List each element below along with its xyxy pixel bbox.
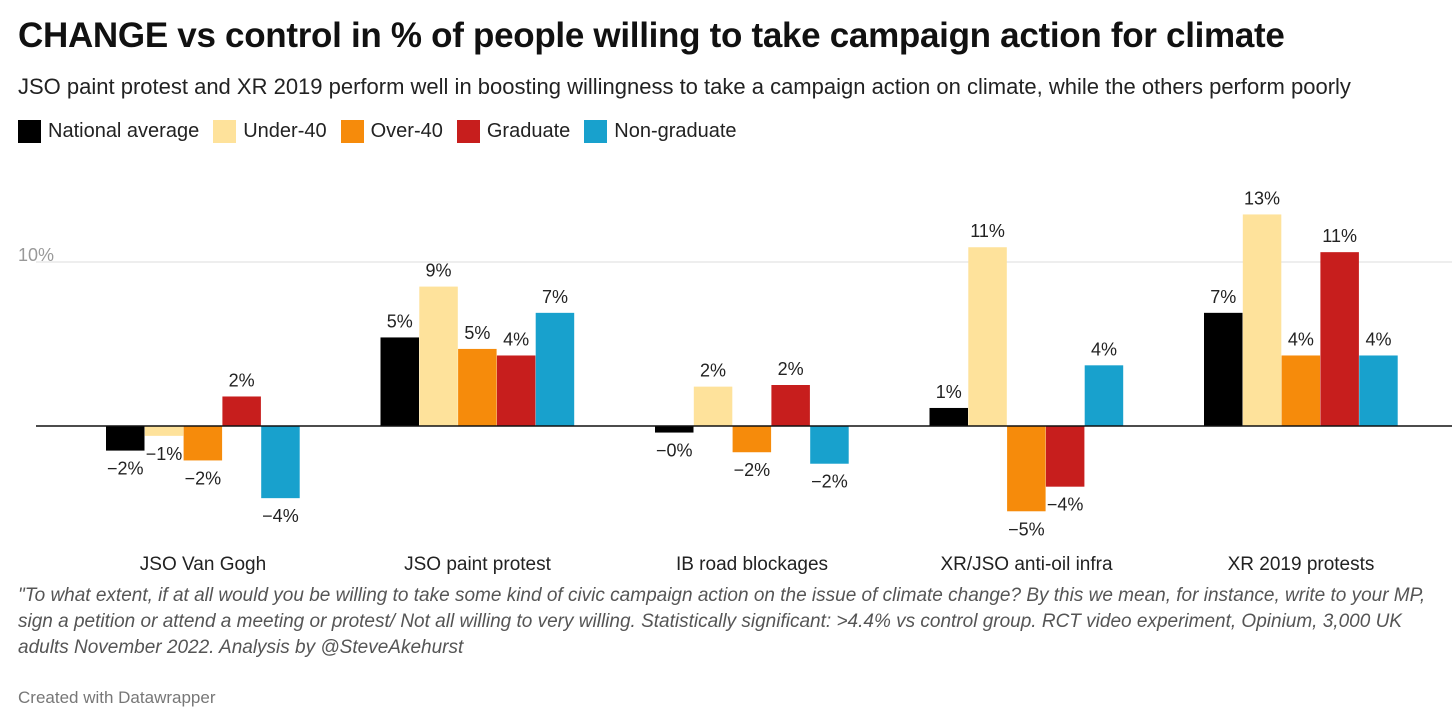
- legend-swatch: [456, 120, 480, 143]
- y-tick-label: 10%: [18, 245, 54, 265]
- legend-label: National average: [48, 120, 200, 142]
- data-label: −2%: [107, 459, 144, 479]
- bar: [535, 312, 575, 426]
- legend-swatch: [584, 120, 608, 143]
- bar: [1084, 365, 1124, 426]
- bar: [183, 426, 223, 461]
- bar: [655, 426, 694, 433]
- bar: [1204, 312, 1243, 426]
- data-label: 4%: [1288, 329, 1314, 349]
- bar: [1045, 426, 1085, 487]
- bar: [1359, 355, 1398, 426]
- bar: [496, 355, 536, 426]
- category-label: XR/JSO anti-oil infra: [940, 554, 1113, 575]
- bar: [929, 407, 968, 426]
- data-label: 1%: [936, 382, 962, 402]
- bar: [380, 337, 419, 426]
- legend-label: Over-40: [370, 120, 443, 142]
- data-label: 5%: [464, 323, 490, 343]
- data-label: −0%: [656, 441, 693, 461]
- data-label: −2%: [185, 468, 222, 488]
- legend: National average Under-40 Over-40 Graduate N…: [18, 120, 751, 143]
- bar: [732, 426, 772, 453]
- data-label: −4%: [262, 506, 299, 526]
- bar: [1281, 355, 1321, 426]
- data-label: 11%: [970, 221, 1005, 241]
- legend-swatch: [213, 120, 237, 143]
- data-label: −5%: [1008, 519, 1045, 539]
- category-label: IB road blockages: [676, 554, 828, 575]
- data-label: 4%: [1365, 329, 1391, 349]
- legend-item-4: Non-graduate: [584, 120, 737, 143]
- legend-item-1: Under-40: [213, 120, 327, 143]
- data-label: 4%: [503, 329, 529, 349]
- bar: [771, 385, 810, 426]
- chart-notes: "To what extent, if at all would you be …: [18, 585, 1426, 658]
- legend-label: Non-graduate: [614, 120, 737, 142]
- data-label: 5%: [387, 311, 413, 331]
- legend-item-2: Over-40: [340, 120, 443, 143]
- bar: [458, 348, 497, 426]
- bar: [1320, 252, 1359, 426]
- bar: [1007, 426, 1046, 512]
- data-label: 7%: [1210, 287, 1236, 307]
- data-label: −2%: [811, 472, 848, 492]
- chart-title: CHANGE vs control in % of people willing…: [18, 16, 1285, 55]
- bar: [693, 386, 733, 426]
- chart-subtitle: JSO paint protest and XR 2019 perform we…: [18, 74, 1351, 99]
- legend-swatch: [18, 120, 41, 143]
- data-label: −1%: [146, 444, 183, 464]
- bar: [261, 426, 300, 499]
- legend-swatch: [340, 120, 364, 143]
- data-label: −2%: [734, 460, 771, 480]
- data-label: 2%: [229, 370, 255, 390]
- legend-item-3: Graduate: [456, 120, 571, 143]
- data-label: 4%: [1091, 339, 1117, 359]
- data-label: 9%: [426, 261, 452, 281]
- bar: [1242, 214, 1282, 426]
- bar: [106, 426, 145, 451]
- credit-line: Created with Datawrapper: [18, 688, 216, 707]
- legend-label: Under-40: [243, 120, 327, 142]
- bar: [222, 396, 261, 426]
- bar: [968, 247, 1007, 426]
- data-label: 2%: [778, 359, 804, 379]
- data-label: −4%: [1047, 495, 1084, 515]
- legend-item-0: National average: [18, 120, 199, 143]
- bar: [144, 426, 184, 436]
- bar: [419, 286, 458, 426]
- bar: [810, 426, 849, 464]
- category-label: JSO paint protest: [404, 554, 552, 575]
- legend-label: Graduate: [486, 120, 571, 142]
- data-label: 2%: [700, 361, 726, 381]
- data-label: 13%: [1244, 188, 1280, 208]
- category-label: JSO Van Gogh: [140, 554, 266, 575]
- category-label: XR 2019 protests: [1228, 554, 1375, 575]
- data-label: 11%: [1322, 226, 1357, 246]
- data-label: 7%: [542, 287, 568, 307]
